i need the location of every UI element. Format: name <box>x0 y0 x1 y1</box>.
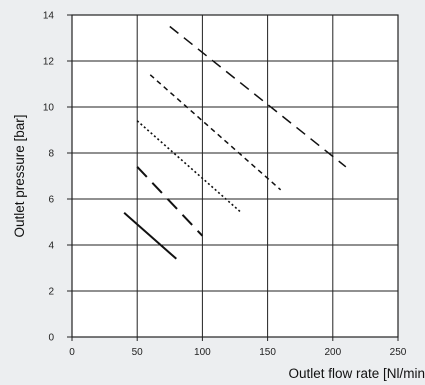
series-layer <box>123 25 347 260</box>
x-tick-label: 250 <box>390 347 407 358</box>
y-tick-label: 4 <box>48 241 54 252</box>
x-tick-label: 50 <box>132 347 144 358</box>
y-tick-label: 2 <box>48 287 54 298</box>
series-line-2-long-dash <box>136 166 204 237</box>
plot-frame <box>71 14 399 338</box>
y-tick-label: 12 <box>43 57 55 68</box>
y-tick-label: 10 <box>43 103 55 114</box>
y-tick-label: 6 <box>48 195 54 206</box>
series-line-4-short-dash <box>149 74 282 191</box>
series-line-1-solid <box>123 212 177 260</box>
y-tick-label: 14 <box>43 11 55 22</box>
y-tick-label: 0 <box>48 333 54 344</box>
ticks: 0 50 100 150 200 250 0 2 4 6 8 10 12 14 <box>43 11 407 359</box>
x-tick-label: 100 <box>194 347 211 358</box>
y-axis-label: Outlet pressure [bar] <box>12 114 27 237</box>
x-tick-label: 150 <box>259 347 276 358</box>
x-axis-label: Outlet flow rate [Nl/min <box>288 366 425 381</box>
x-tick-label: 200 <box>324 347 341 358</box>
y-tick-label: 8 <box>48 149 54 160</box>
x-tick-label: 0 <box>69 347 75 358</box>
grid <box>72 15 398 337</box>
plot-area <box>72 15 398 337</box>
series-line-5-dash <box>169 25 347 168</box>
series-line-3-dotted <box>136 120 243 214</box>
